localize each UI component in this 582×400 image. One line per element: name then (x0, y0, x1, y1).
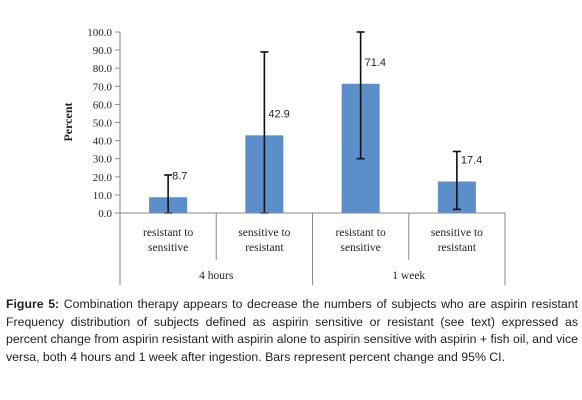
y-tick-label: 100.0 (87, 27, 112, 39)
x-axis: resistant to sensitive sensitive to resista… (119, 212, 506, 285)
y-tick-label: 20.0 (93, 172, 113, 184)
figure-caption: Figure 5: Combination therapy appears to… (6, 296, 578, 366)
y-tick-label: 40.0 (93, 136, 113, 148)
y-tick-label: 30.0 (93, 154, 113, 166)
y-tick-label: 0.0 (98, 208, 112, 220)
data-label: 8.7 (172, 170, 187, 182)
bars: 8.7 42.9 71.4 17.4 (149, 31, 482, 214)
category-label: resistant (438, 242, 477, 254)
y-tick-label: 60.0 (93, 99, 113, 111)
category-label: sensitive (148, 242, 188, 254)
category-label: sensitive to (431, 227, 483, 239)
y-tick-label: 80.0 (93, 63, 113, 75)
data-label: 17.4 (461, 155, 482, 167)
data-label: 71.4 (365, 57, 386, 69)
y-tick-label: 50.0 (93, 118, 113, 130)
y-tick-label: 90.0 (93, 45, 113, 57)
data-label: 42.9 (268, 108, 289, 120)
y-tick-label: 10.0 (93, 190, 113, 202)
y-tick-label: 70.0 (93, 81, 113, 93)
category-label: sensitive to (238, 227, 290, 239)
group-label: 4 hours (199, 270, 234, 282)
y-axis: 0.0 10.0 20.0 30.0 40.0 50.0 60.0 70.0 80.0 90.0 1… (87, 27, 121, 220)
category-label: resistant (245, 242, 284, 254)
group-label: 1 week (392, 270, 425, 282)
bar-chart: Percent 0.0 10.0 20.0 30.0 40.0 50.0 60.0 70.0 8… (61, 27, 506, 285)
caption-label: Figure 5: (6, 297, 60, 311)
category-label: sensitive (341, 242, 381, 254)
caption-text: Combination therapy appears to decrease … (6, 297, 578, 364)
y-axis-label: Percent (61, 102, 75, 141)
category-label: resistant to (336, 227, 386, 239)
category-label: resistant to (143, 227, 193, 239)
